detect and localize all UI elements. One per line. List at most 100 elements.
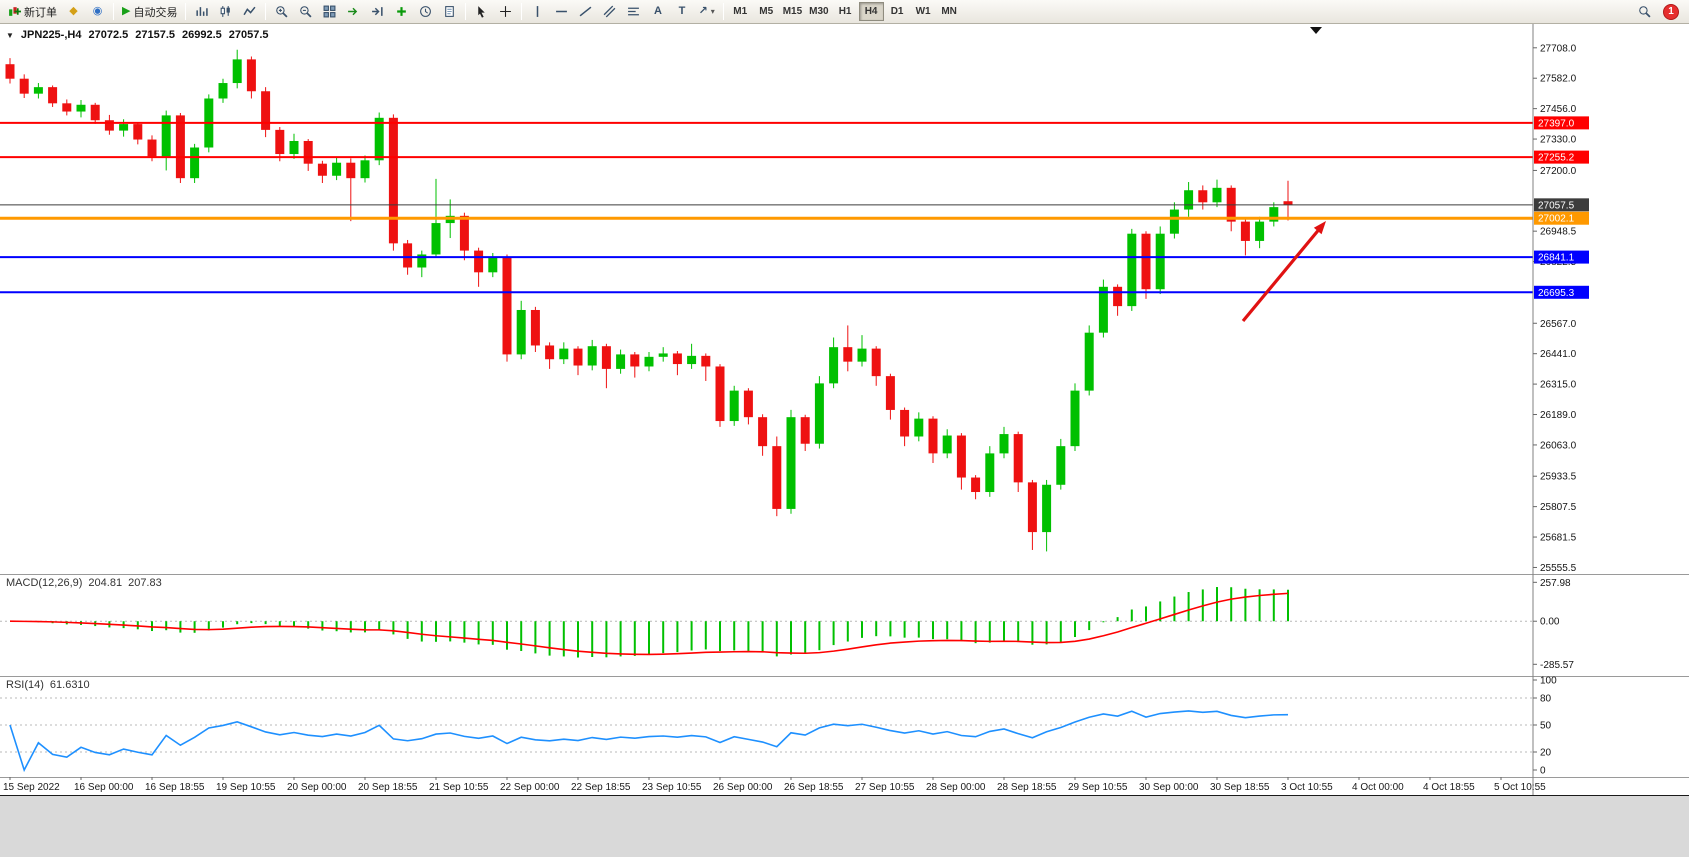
new-order-button[interactable]: 新订单 [4,2,61,22]
timeframe-m30[interactable]: M30 [806,2,831,21]
text-tool-button[interactable]: A [646,2,669,22]
candlestick-chart-button[interactable] [214,2,237,22]
time-label: 30 Sep 00:00 [1139,782,1199,793]
timeframe-h1[interactable]: H1 [833,2,858,21]
price-tick-label: 26315.0 [1540,380,1577,391]
text-tool-icon: A [653,5,662,17]
rsi-scale-label: 0 [1540,766,1546,777]
indicators-button[interactable] [390,2,413,22]
candle-body [587,346,597,366]
time-axis[interactable]: 15 Sep 2022 16 Sep 00:00 16 Sep 18:55 19 Se… [0,777,1689,796]
trendline-tool-button[interactable] [574,2,597,22]
line-chart-button[interactable] [238,2,261,22]
time-label: 3 Oct 10:55 [1281,782,1333,793]
tile-windows-button[interactable] [318,2,341,22]
label-tool-button[interactable]: T [670,2,693,22]
chart-shift-button[interactable] [366,2,389,22]
timeframe-m1[interactable]: M1 [728,2,753,21]
autotrading-button[interactable]: ▶ 自动交易 [118,2,181,22]
candle-body [573,348,583,366]
time-label: 16 Sep 18:55 [145,782,205,793]
candle-body [559,348,569,360]
macd-panel-canvas[interactable]: 257.98 0.00 -285.57 [0,574,1689,676]
timeframe-m15[interactable]: M15 [780,2,805,21]
cursor-tool-button[interactable] [470,2,493,22]
price-tick-label: 27582.0 [1540,74,1577,85]
dropdown-arrow-icon: ▾ [710,6,715,16]
zoom-in-button[interactable] [270,2,293,22]
price-tick-label: 27200.0 [1540,166,1577,177]
zoom-out-button[interactable] [294,2,317,22]
candle-body [218,83,228,99]
candle-body [1169,209,1179,234]
candle-body [502,257,512,355]
candle-body [758,417,768,447]
periods-button[interactable] [414,2,437,22]
candle-body [33,87,43,94]
candle-body [1127,233,1137,307]
candle-body [374,117,384,161]
candle-body [928,418,938,454]
one-click-trading-toggle[interactable]: ▼ [6,30,14,40]
trend-arrow-annotation[interactable] [1241,221,1326,323]
crosshair-tool-button[interactable] [494,2,517,22]
candle-body [48,87,58,104]
rsi-scale-label: 20 [1540,748,1552,759]
candle-body [1098,286,1108,333]
bar-chart-button[interactable] [190,2,213,22]
arrow-tools-button[interactable]: ↗ ▾ [694,2,718,22]
candle-body [729,390,739,422]
time-label: 4 Oct 00:00 [1352,782,1404,793]
macd-name: MACD(12,26,9) [6,577,83,589]
candle-body [1184,190,1194,210]
toolbar-separator [521,3,523,20]
chart-shift-marker[interactable] [1310,27,1322,34]
timeframe-h4[interactable]: H4 [858,2,884,21]
rsi-name: RSI(14) [6,679,44,691]
price-tick-label: 27708.0 [1540,43,1577,54]
rsi-scale-label: 100 [1540,676,1557,687]
candle-body [885,376,895,410]
templates-button[interactable] [438,2,461,22]
price-tick-label: 26948.5 [1540,227,1577,238]
candle-body [190,147,200,179]
toolbar-separator [185,3,187,20]
candle-body [303,140,313,164]
auto-scroll-button[interactable] [342,2,365,22]
candle-body [914,418,924,437]
time-label: 16 Sep 00:00 [74,782,134,793]
channel-tool-button[interactable] [598,2,621,22]
price-tick-label: 26441.0 [1540,349,1577,360]
candle-body [900,409,910,437]
toolbar-separator [722,3,724,20]
market-watch-button[interactable]: ◉ [86,2,109,22]
horizontal-line-tool-button[interactable] [550,2,573,22]
search-button[interactable] [1633,2,1656,22]
main-chart-canvas[interactable]: 27708.0 27582.0 27456.0 27330.0 27200.0 26948… [0,24,1689,574]
rsi-panel-canvas[interactable]: 100 80 50 20 0 [0,676,1689,777]
candle-body [1042,484,1052,533]
fibonacci-tool-button[interactable] [622,2,645,22]
candle-body [658,353,668,357]
vertical-line-tool-button[interactable] [526,2,549,22]
rsi-value: 61.6310 [49,679,90,691]
timeframe-w1[interactable]: W1 [911,2,936,21]
timeframe-mn[interactable]: MN [937,2,962,21]
notification-badge[interactable]: 1 [1663,3,1679,20]
toolbar-separator [265,3,267,20]
candle-body [1084,332,1094,391]
profiles-button[interactable]: ◆ [62,2,85,22]
time-label: 15 Sep 2022 [3,782,60,793]
candle-body [800,417,810,444]
candle-body [516,309,526,355]
vertical-line-icon [537,6,539,17]
macd-scale-label: 257.98 [1540,578,1571,589]
zoom-out-icon [300,6,312,18]
timeframe-m5[interactable]: M5 [754,2,779,21]
macd-label: MACD(12,26,9) 204.81 207.83 [6,577,162,589]
candle-body [971,477,981,493]
new-order-label: 新订单 [24,6,57,19]
timeframe-d1[interactable]: D1 [885,2,910,21]
macd-value-main: 204.81 [88,577,123,589]
candle-body [1027,482,1037,533]
